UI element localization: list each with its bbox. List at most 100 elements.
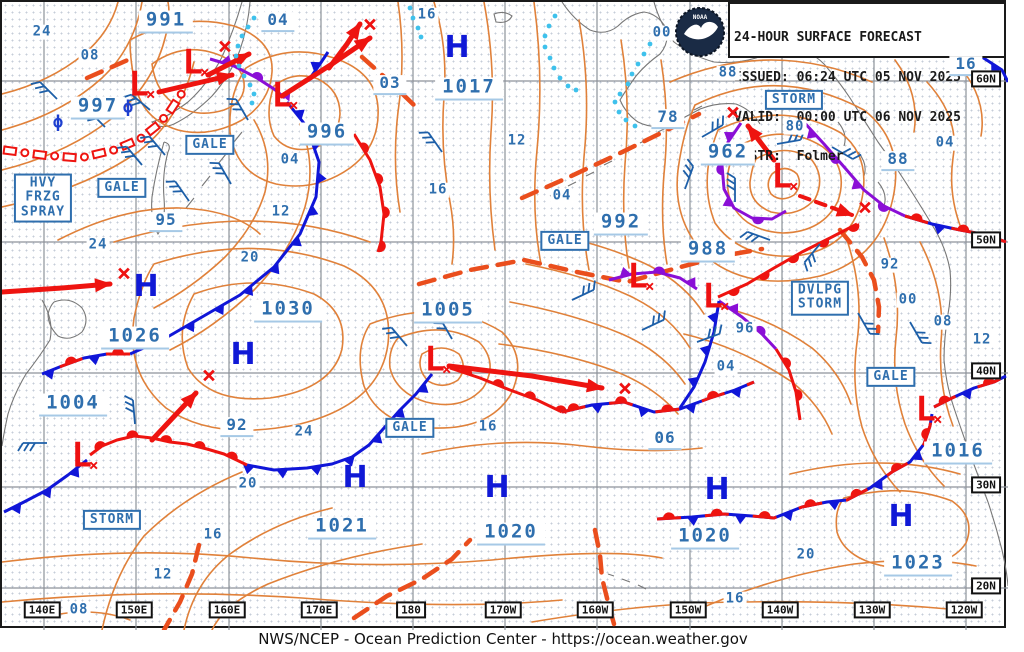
front-semicircle [716, 163, 723, 176]
front-semicircle [382, 206, 390, 219]
front-triangle [591, 403, 604, 414]
isobar [894, 59, 916, 133]
coastline [837, 121, 886, 207]
ice-edge-dot [625, 81, 631, 87]
ice-edge-dot [239, 33, 245, 39]
spray-boundary-box [2, 145, 18, 157]
ice-edge-dot [632, 123, 638, 129]
wind-barb-stroke [23, 442, 30, 452]
wind-barb [17, 442, 47, 452]
warm-front [717, 222, 858, 299]
wind-barb-stroke [684, 164, 692, 173]
wind-barb [124, 395, 136, 425]
front-semicircle [492, 379, 504, 388]
coastline [169, 131, 243, 231]
wind-barb-stroke [726, 172, 736, 179]
trough-line [84, 56, 133, 81]
isobar [509, 301, 686, 385]
spray-boundary-box [91, 147, 107, 160]
wind-barb-stroke [686, 158, 694, 168]
wind-barb-stroke [745, 233, 754, 241]
coastline [595, 567, 647, 590]
wind-barb [571, 280, 596, 301]
spray-boundary-box [165, 98, 181, 116]
isobar [419, 347, 465, 387]
movement-arrow [446, 363, 605, 391]
wind-barb-stroke [841, 147, 852, 154]
front-semicircle [378, 240, 386, 253]
wind-barb [726, 172, 736, 202]
isobar [498, 343, 679, 415]
front-triangle [242, 285, 254, 296]
isobar [421, 441, 703, 455]
stationary-front-warm-seg [933, 374, 1007, 409]
wind-barb-stroke [117, 145, 127, 149]
front-triangle [619, 267, 632, 278]
wind-barb [140, 135, 166, 156]
ice-edge-dot [245, 24, 251, 30]
front-triangle [686, 516, 699, 526]
front-triangle [154, 338, 166, 350]
title-line: 24-HOUR SURFACE FORECAST [734, 30, 922, 46]
wind-barb-stroke [847, 150, 857, 157]
wind-barb-stroke [418, 131, 429, 134]
isobar [59, 611, 131, 621]
ice-edge-dot [542, 44, 548, 50]
front-triangle [638, 406, 650, 418]
front-triangle [707, 311, 718, 324]
wind-barb-stroke [803, 262, 809, 272]
front-semicircle [910, 213, 923, 222]
isobar [433, 2, 455, 265]
wind-barb-stroke [571, 289, 595, 301]
front-triangle [371, 433, 383, 444]
trough-line [416, 246, 765, 287]
ice-edge-dot [542, 33, 548, 39]
front-semicircle [126, 430, 139, 438]
wind-barb-stroke [17, 442, 24, 452]
front-semicircle [781, 357, 791, 369]
wind-barb-stroke [651, 315, 655, 326]
ice-edge-dot [612, 99, 618, 105]
cold-front [246, 373, 434, 472]
front-semicircle [795, 389, 803, 402]
wind-barb-stroke [657, 312, 661, 323]
wind-barb-stroke [747, 230, 771, 241]
wind-barb-stroke [427, 131, 443, 153]
front-semicircle [112, 348, 124, 354]
trough-line [592, 527, 617, 627]
front-triangle [960, 388, 972, 400]
isobar [767, 167, 801, 200]
wind-barb [418, 131, 443, 153]
ice-edge-dot [236, 63, 242, 69]
wind-barb [696, 324, 723, 343]
isobar [2, 593, 563, 606]
movement-arrow-head [746, 124, 763, 143]
spray-boundary-circle [50, 151, 60, 161]
front-triangle [730, 387, 742, 398]
ice-edge-dot [573, 87, 579, 93]
front-triangle [684, 403, 697, 414]
isobar [749, 149, 821, 215]
ice-edge-dot [617, 91, 623, 97]
isobar [483, 2, 496, 251]
front-semicircle [848, 223, 860, 232]
front-semicircle [758, 271, 770, 281]
wind-barb [117, 145, 143, 166]
front-semicircle [957, 224, 970, 232]
wind-barb-stroke [869, 332, 880, 336]
front-triangle [40, 487, 52, 499]
wind-barb-stroke [126, 97, 137, 103]
front-semicircle [921, 428, 930, 440]
coastline [493, 11, 513, 23]
front-triangle [10, 503, 22, 515]
isobar [2, 2, 143, 131]
isobar [669, 59, 873, 83]
front-semicircle [65, 356, 77, 365]
wind-barb-stroke [726, 178, 736, 185]
front-semicircle [662, 512, 675, 519]
front-semicircle [359, 142, 369, 154]
ice-edge-dot [647, 41, 653, 47]
isobar [531, 600, 961, 623]
trough-line [519, 111, 702, 201]
front-semicircle [754, 325, 766, 336]
